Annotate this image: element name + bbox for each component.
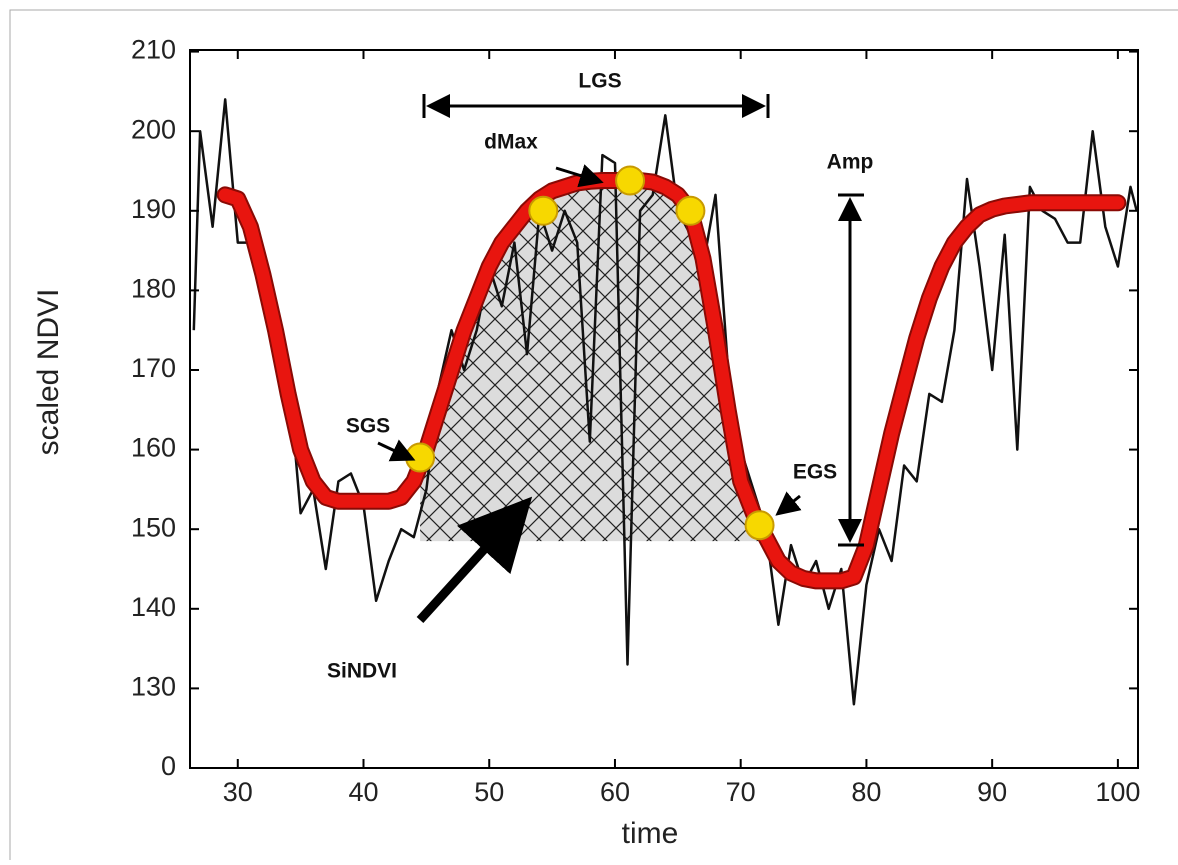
y-tick-label: 140 bbox=[131, 592, 176, 622]
x-axis-label: time bbox=[622, 817, 679, 850]
annotation: LGS bbox=[578, 70, 621, 93]
y-tick-label: 0 bbox=[161, 751, 176, 781]
shaded-region bbox=[420, 180, 760, 542]
y-tick-label: 200 bbox=[131, 114, 176, 144]
phenology-point bbox=[615, 165, 646, 196]
plot-frame bbox=[189, 49, 1139, 769]
dmax-arrow bbox=[555, 164, 604, 188]
x-tick-label: 100 bbox=[1095, 777, 1140, 807]
y-axis-label: scaled NDVI bbox=[32, 289, 65, 456]
phenology-point bbox=[744, 510, 775, 541]
sgs-arrow bbox=[377, 439, 416, 462]
y-tick-label: 210 bbox=[131, 35, 176, 65]
x-tick-label: 40 bbox=[348, 777, 378, 807]
y-tick-label: 180 bbox=[131, 274, 176, 304]
x-tick-label: 60 bbox=[600, 777, 630, 807]
y-tick-label: 160 bbox=[131, 433, 176, 463]
annotation: EGS bbox=[793, 461, 837, 484]
x-tick-label: 30 bbox=[223, 777, 253, 807]
annotation: Amp bbox=[827, 151, 874, 174]
y-tick-label: 130 bbox=[131, 672, 176, 702]
page-frame bbox=[9, 9, 1178, 865]
annotation: SGS bbox=[346, 415, 390, 438]
x-tick-label: 70 bbox=[726, 777, 756, 807]
x-tick-label: 90 bbox=[977, 777, 1007, 807]
annotation: dMax bbox=[484, 131, 538, 154]
annotation-arrows bbox=[377, 94, 864, 624]
y-tick-label: 190 bbox=[131, 194, 176, 224]
plot-area bbox=[192, 98, 1138, 706]
phenology-point bbox=[675, 195, 706, 226]
annotation: SiNDVI bbox=[327, 660, 397, 683]
x-tick-label: 50 bbox=[474, 777, 504, 807]
x-tick-label: 80 bbox=[851, 777, 881, 807]
phenology-point bbox=[405, 442, 436, 473]
sindvi-arrow bbox=[416, 496, 533, 624]
y-tick-label: 170 bbox=[131, 353, 176, 383]
y-tick-label: 150 bbox=[131, 512, 176, 542]
phenology-point bbox=[528, 195, 559, 226]
egs-arrow bbox=[775, 491, 802, 516]
raw-line bbox=[192, 98, 1138, 706]
smoothed-line bbox=[218, 174, 1125, 588]
